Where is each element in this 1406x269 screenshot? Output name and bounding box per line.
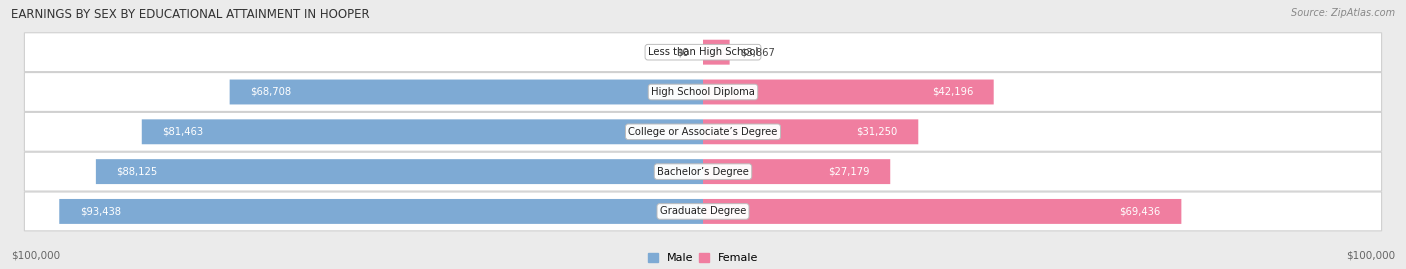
FancyBboxPatch shape: [24, 152, 1382, 191]
Text: High School Diploma: High School Diploma: [651, 87, 755, 97]
Text: $88,125: $88,125: [117, 167, 157, 177]
Text: $27,179: $27,179: [828, 167, 869, 177]
Text: $68,708: $68,708: [250, 87, 291, 97]
Text: Less than High School: Less than High School: [648, 47, 758, 57]
FancyBboxPatch shape: [24, 33, 1382, 72]
Text: $81,463: $81,463: [163, 127, 204, 137]
Text: $93,438: $93,438: [80, 206, 121, 217]
FancyBboxPatch shape: [703, 199, 1181, 224]
FancyBboxPatch shape: [703, 119, 918, 144]
FancyBboxPatch shape: [24, 112, 1382, 151]
FancyBboxPatch shape: [703, 80, 994, 104]
Text: $100,000: $100,000: [11, 251, 60, 261]
FancyBboxPatch shape: [142, 119, 703, 144]
Text: $31,250: $31,250: [856, 127, 897, 137]
Text: $3,867: $3,867: [740, 47, 775, 57]
FancyBboxPatch shape: [96, 159, 703, 184]
FancyBboxPatch shape: [703, 40, 730, 65]
Text: Source: ZipAtlas.com: Source: ZipAtlas.com: [1291, 8, 1395, 18]
FancyBboxPatch shape: [703, 159, 890, 184]
Text: $69,436: $69,436: [1119, 206, 1161, 217]
Text: College or Associate’s Degree: College or Associate’s Degree: [628, 127, 778, 137]
Text: $0: $0: [676, 47, 689, 57]
FancyBboxPatch shape: [24, 192, 1382, 231]
Text: $42,196: $42,196: [932, 87, 973, 97]
Text: Bachelor’s Degree: Bachelor’s Degree: [657, 167, 749, 177]
FancyBboxPatch shape: [229, 80, 703, 104]
Text: Graduate Degree: Graduate Degree: [659, 206, 747, 217]
FancyBboxPatch shape: [24, 73, 1382, 111]
Text: EARNINGS BY SEX BY EDUCATIONAL ATTAINMENT IN HOOPER: EARNINGS BY SEX BY EDUCATIONAL ATTAINMEN…: [11, 8, 370, 21]
Text: $100,000: $100,000: [1346, 251, 1395, 261]
Legend: Male, Female: Male, Female: [648, 253, 758, 263]
FancyBboxPatch shape: [59, 199, 703, 224]
